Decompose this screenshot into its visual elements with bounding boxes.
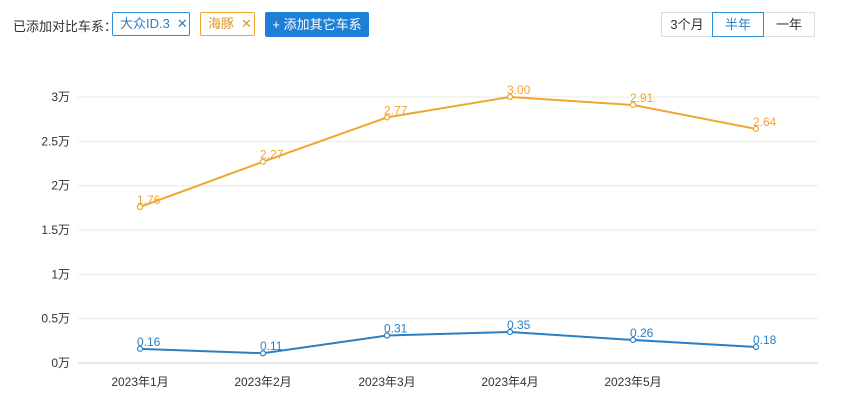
- series-tag-dolphin[interactable]: 海豚 ✕: [200, 12, 255, 36]
- data-label: 3.00: [507, 83, 531, 97]
- y-tick-label: 3万: [51, 90, 70, 104]
- data-label: 0.18: [753, 333, 777, 347]
- data-label: 1.76: [137, 193, 161, 207]
- data-label: 2.77: [384, 103, 408, 117]
- series-tag-label: 大众ID.3: [120, 16, 170, 31]
- data-point: [383, 332, 391, 339]
- data-point: [259, 350, 267, 357]
- x-tick-label: 2023年4月: [481, 375, 538, 389]
- data-label: 2.27: [260, 148, 284, 162]
- data-label: 0.26: [630, 326, 654, 340]
- data-point: [136, 203, 144, 211]
- x-tick-label: 2023年5月: [604, 375, 661, 389]
- close-icon[interactable]: ✕: [176, 16, 188, 31]
- y-tick-label: 0万: [51, 356, 70, 370]
- data-label: 0.16: [137, 335, 161, 349]
- data-point: [506, 328, 514, 336]
- close-icon[interactable]: ✕: [241, 16, 252, 31]
- compare-label: 已添加对比车系：: [13, 19, 118, 34]
- data-point: [752, 343, 760, 351]
- data-label: 2.91: [630, 91, 654, 105]
- data-point: [752, 125, 760, 133]
- data-label: 0.35: [507, 318, 531, 332]
- y-tick-label: 2万: [51, 179, 70, 193]
- period-switcher: 3个月 半年 一年: [661, 12, 815, 37]
- data-label: 0.31: [384, 322, 408, 336]
- y-tick-label: 0.5万: [41, 312, 70, 326]
- x-tick-label: 2023年2月: [234, 375, 291, 389]
- data-point: [506, 93, 514, 101]
- add-series-button[interactable]: + 添加其它车系: [265, 12, 369, 37]
- x-tick-label: 2023年1月: [111, 375, 168, 389]
- data-point: [629, 336, 637, 344]
- series-line: [139, 330, 757, 355]
- y-tick-label: 1万: [51, 267, 70, 281]
- data-point: [383, 114, 391, 121]
- y-tick-label: 1.5万: [41, 223, 70, 237]
- series-line: [139, 95, 757, 208]
- data-point: [629, 101, 637, 109]
- period-half-year[interactable]: 半年: [712, 12, 764, 37]
- data-point: [136, 345, 144, 352]
- data-point: [259, 158, 267, 165]
- toolbar: 已添加对比车系： 大众ID.3 ✕ 海豚 ✕ + 添加其它车系 3个月 半年 一年: [0, 0, 852, 52]
- data-label: 0.11: [260, 339, 283, 353]
- x-tick-label: 2023年3月: [358, 375, 415, 389]
- y-tick-label: 2.5万: [41, 134, 70, 148]
- data-label: 2.64: [753, 115, 777, 129]
- series-tag-label: 海豚: [208, 16, 235, 31]
- series-tag-id3[interactable]: 大众ID.3 ✕: [112, 12, 190, 36]
